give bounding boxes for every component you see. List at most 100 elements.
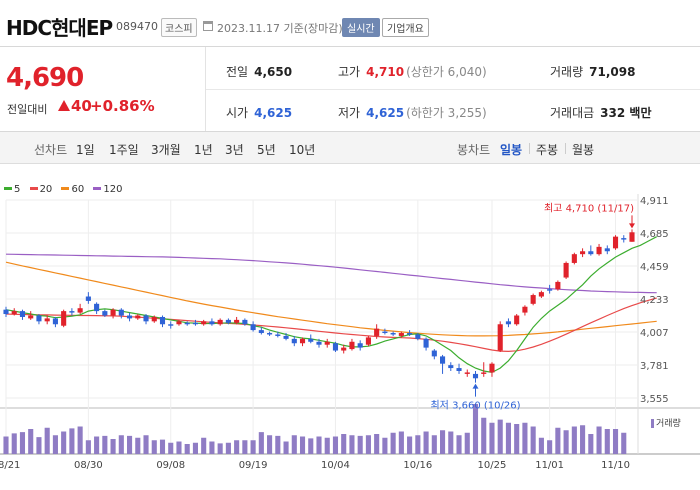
realtime-button[interactable]: 실시간 — [342, 18, 380, 37]
annotations: 최고 4,710 (11/17) 최저 3,660 (10/26) — [430, 202, 635, 412]
candle-body — [69, 311, 75, 313]
volume-bar — [332, 436, 339, 454]
y-tick-label: 4,233 — [640, 295, 669, 306]
candle-body — [291, 338, 297, 344]
volume-bar — [374, 434, 380, 454]
volume-bar — [538, 437, 544, 454]
candle-body — [365, 337, 371, 345]
ma-legend: 5 20 60 120 — [4, 184, 129, 195]
candle-body — [316, 341, 322, 345]
volume-bar — [407, 436, 413, 454]
volume-bars — [3, 404, 627, 454]
volume-bar — [299, 436, 306, 454]
x-tick-label: 10/16 — [403, 460, 432, 471]
candle-body — [431, 350, 437, 357]
candle-body — [324, 341, 330, 345]
open-price: 시가 4,625 — [226, 104, 292, 121]
high-value: 4,710 — [366, 65, 405, 79]
prev-close-label: 전일 — [226, 65, 249, 79]
volume-label: 거래량 — [550, 65, 584, 79]
candle-body — [250, 324, 256, 331]
candles — [3, 229, 635, 383]
volume-bar — [234, 440, 240, 454]
candle-body — [151, 316, 157, 322]
candle-body — [143, 315, 149, 322]
volume-bar — [184, 444, 190, 454]
candle-body — [11, 311, 17, 315]
company-info-button[interactable]: 기업개요 — [382, 18, 429, 37]
volume-bar — [489, 422, 495, 454]
candle-body — [3, 309, 9, 315]
tab-1y[interactable]: 1년 — [194, 143, 213, 157]
candle-body — [168, 324, 174, 326]
candle-body — [275, 334, 281, 336]
tab-monthly[interactable]: 월봉 — [572, 143, 595, 157]
volume-bar — [439, 430, 446, 454]
volume-bar — [102, 435, 108, 454]
volume-bar — [110, 439, 116, 454]
ma60-line — [5, 261, 657, 337]
tab-3y[interactable]: 3년 — [225, 143, 244, 157]
tab-line-chart[interactable]: 선차트 — [34, 143, 68, 157]
candle-body — [19, 311, 26, 317]
tab-3m[interactable]: 3개월 — [151, 143, 181, 157]
tab-candle-chart[interactable]: 봉차트 — [457, 143, 491, 157]
volume-legend: 거래량 — [651, 416, 681, 429]
volume-bar — [448, 431, 454, 454]
amount-value: 332 백만 — [600, 106, 652, 120]
stock-code: 089470 — [116, 20, 158, 33]
volume-bar — [275, 435, 281, 454]
candle-body — [415, 334, 421, 339]
quote-panel: 4,690 전일대비 40 +0.86% 전일 4,650 고가 4,710 (상한가… — [0, 46, 700, 132]
legend-ma5: 5 — [4, 184, 20, 195]
moving-average-lines — [5, 236, 657, 374]
candlestick-chart[interactable]: 4,911 4,685 4,459 4,233 4,007 3,781 3,555 08/2… — [0, 192, 700, 490]
lower-limit: (하한가 3,255) — [406, 106, 487, 120]
low-arrow-head — [472, 383, 479, 389]
volume-bar — [505, 422, 512, 454]
volume-bar — [308, 438, 314, 454]
trade-amount: 거래대금 332 백만 — [550, 104, 651, 121]
candle-body — [621, 238, 627, 240]
tab-daily[interactable]: 일봉 — [500, 143, 523, 157]
tab-10y[interactable]: 10년 — [289, 143, 316, 157]
candle-body — [456, 368, 462, 371]
volume-bar — [36, 437, 42, 454]
tab-5y[interactable]: 5년 — [257, 143, 276, 157]
tab-1d[interactable]: 1일 — [76, 143, 95, 157]
up-triangle-icon — [58, 100, 70, 111]
x-tick-label: 09/19 — [239, 460, 268, 471]
volume-bar — [390, 432, 396, 454]
volume-swatch — [651, 419, 654, 428]
legend-swatch — [93, 186, 102, 190]
divider — [206, 89, 700, 90]
candle-body — [374, 328, 380, 336]
change-label: 전일대비 — [7, 103, 48, 116]
candle-body — [258, 330, 264, 334]
volume-bar — [571, 426, 577, 454]
volume-bar — [250, 440, 256, 454]
x-tick-label: 11/10 — [601, 460, 630, 471]
change-percent: +0.86% — [90, 97, 155, 115]
prev-close: 전일 4,650 — [226, 63, 292, 80]
candle-body — [464, 372, 470, 374]
calendar-icon — [203, 21, 213, 31]
tab-separator — [565, 143, 566, 154]
high-label: 고가 — [338, 65, 361, 79]
low-annotation: 최저 3,660 (10/26) — [430, 400, 520, 412]
volume-bar — [316, 436, 322, 454]
volume-bar — [69, 428, 75, 454]
volume-bar — [61, 431, 67, 454]
tab-1w[interactable]: 1주일 — [109, 143, 139, 157]
candle-body — [555, 281, 561, 290]
candle-body — [283, 335, 289, 339]
y-tick-label: 3,781 — [640, 361, 669, 372]
tab-weekly[interactable]: 주봉 — [536, 143, 559, 157]
candle-body — [580, 251, 586, 255]
volume-bar — [588, 434, 594, 454]
candle-body — [102, 311, 108, 316]
volume-value: 71,098 — [589, 65, 636, 79]
volume-bar — [201, 437, 207, 454]
volume-bar — [209, 441, 215, 454]
volume-bar — [52, 435, 58, 454]
